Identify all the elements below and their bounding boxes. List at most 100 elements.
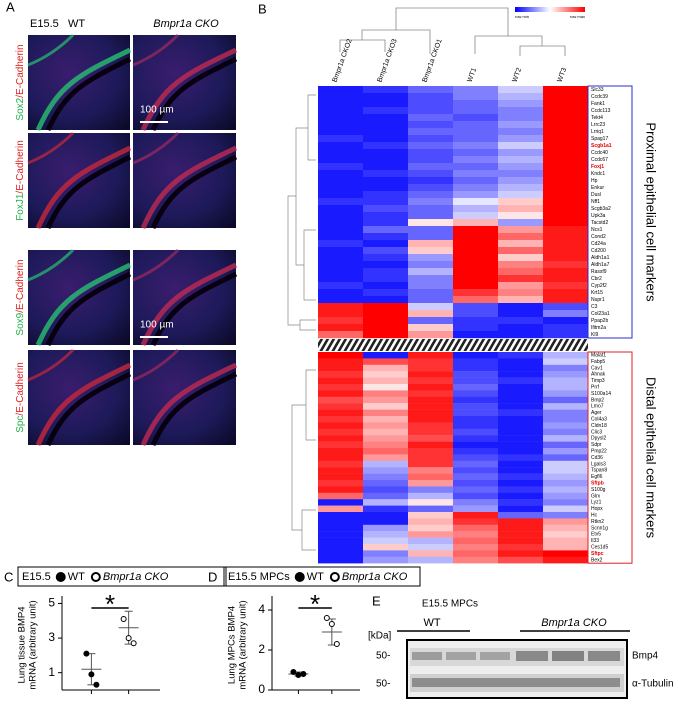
heat-cell — [543, 531, 588, 538]
heat-cell — [408, 550, 453, 557]
heat-cell — [498, 114, 543, 122]
lumen — [150, 271, 238, 347]
heat-cell — [543, 303, 588, 311]
scale-bar-label: 100 µm — [140, 105, 174, 116]
heat-cell — [453, 371, 498, 378]
column-label: Bmpr1a CKO2 — [332, 38, 354, 83]
heat-cell — [453, 247, 498, 255]
blot-group: Bmpr1a CKO — [541, 617, 607, 629]
epithelium — [140, 262, 238, 347]
gene-label: Cd200 — [591, 248, 606, 254]
heat-cell — [318, 310, 363, 318]
heat-cell — [453, 441, 498, 449]
heat-cell — [498, 100, 543, 108]
heat-cell — [408, 289, 453, 297]
heat-cell — [363, 467, 408, 474]
group-box — [587, 85, 633, 339]
heat-cell — [408, 100, 453, 108]
heat-cell — [453, 289, 498, 297]
heat-cell — [498, 296, 543, 304]
heat-cell — [408, 107, 453, 115]
heat-cell — [408, 364, 453, 372]
heat-cell — [408, 177, 453, 185]
heat-cell — [453, 531, 498, 538]
dendro-branch — [395, 7, 509, 36]
heat-cell — [543, 142, 588, 150]
heat-cell — [363, 550, 408, 557]
gene-label: Glrx — [591, 493, 601, 499]
heat-cell — [408, 518, 453, 525]
heat-cell — [408, 296, 453, 304]
heat-cell — [498, 409, 543, 417]
heat-cell — [408, 212, 453, 220]
legend-title: E15.5 MPCs — [228, 571, 290, 583]
gene-label: Ccdc67 — [591, 157, 608, 163]
gene-label: S100g — [591, 487, 606, 493]
epithelium — [132, 33, 180, 67]
heat-cell — [408, 422, 453, 429]
heat-cell — [498, 403, 543, 410]
heat-cell — [363, 100, 408, 108]
heat-cell — [498, 428, 543, 436]
gene-label: Scgb3a2 — [591, 206, 611, 212]
stain-label: Sox9/E-Cadherin — [15, 259, 26, 335]
heat-cell — [363, 556, 408, 564]
heat-cell — [543, 310, 588, 318]
heat-cell — [453, 86, 498, 94]
heat-cell — [318, 324, 363, 332]
heat-cell — [498, 177, 543, 185]
column-label: WT3 — [557, 67, 569, 83]
heat-cell — [363, 247, 408, 255]
heat-cell — [318, 240, 363, 248]
point — [83, 650, 90, 657]
heat-cell — [363, 121, 408, 129]
heat-cell — [498, 254, 543, 262]
heat-cell — [408, 149, 453, 157]
panel-letter: D — [208, 569, 217, 584]
heat-cell — [318, 156, 363, 164]
heat-cell — [318, 358, 363, 365]
heat-cell — [318, 205, 363, 213]
column-label: WT — [68, 18, 85, 30]
heat-cell — [543, 544, 588, 551]
heat-cell — [453, 460, 498, 468]
heat-cell — [543, 226, 588, 234]
heat-cell — [363, 142, 408, 150]
heat-cell — [408, 428, 453, 436]
heat-cell — [543, 135, 588, 143]
legend-title: E15.5 — [22, 571, 51, 583]
heat-cell — [543, 114, 588, 122]
heat-cell — [363, 240, 408, 248]
gene-label: Pmp22 — [591, 449, 607, 455]
heat-cell — [408, 435, 453, 442]
heat-cell — [318, 149, 363, 157]
legend-label: WT — [68, 571, 85, 583]
heat-cell — [453, 184, 498, 192]
heat-cell — [318, 518, 363, 525]
gene-label: Sdpr — [591, 442, 602, 448]
gene-label: Egfl6 — [591, 474, 603, 480]
heat-cell — [363, 149, 408, 157]
heat-cell — [543, 205, 588, 213]
heat-cell — [498, 163, 543, 171]
y-axis-label: mRNA (arbitrary unit) — [238, 600, 249, 689]
heat-cell — [453, 403, 498, 410]
heat-cell — [543, 254, 588, 262]
heat-cell — [543, 289, 588, 297]
gene-label: Ccdc113 — [591, 108, 611, 114]
gene-label: Hc — [591, 513, 598, 519]
gene-label: C3 — [591, 304, 598, 310]
group-box — [587, 351, 633, 564]
stain-counter: /E-Cadherin — [15, 259, 26, 312]
gene-label: Dpysl2 — [591, 436, 607, 442]
heat-cell — [408, 142, 453, 150]
heat-cell — [543, 556, 588, 564]
gene-label: Cyp2f2 — [591, 283, 607, 289]
heat-cell — [318, 275, 363, 283]
heat-cell — [498, 435, 543, 442]
heat-cell — [453, 317, 498, 325]
heat-cell — [363, 254, 408, 262]
panel-letter: C — [4, 569, 13, 584]
heat-cell — [543, 219, 588, 227]
